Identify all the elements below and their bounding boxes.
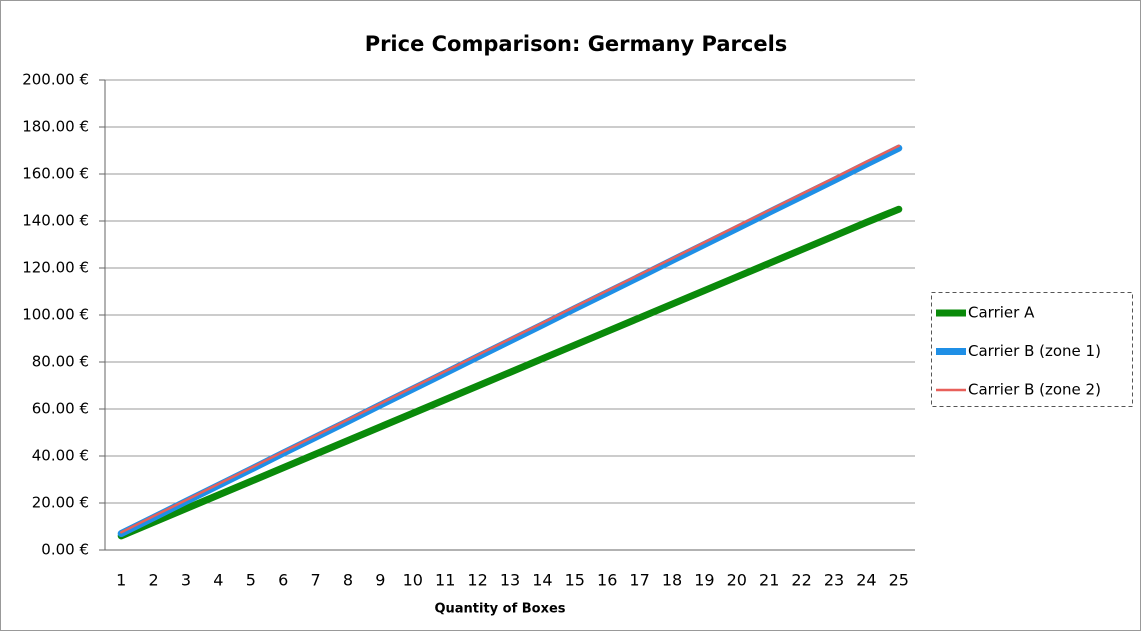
- legend-label: Carrier B (zone 1): [968, 342, 1101, 360]
- x-tick-label: 15: [565, 571, 585, 590]
- y-tick-label: 180.00 €: [22, 118, 89, 136]
- x-tick-label: 5: [246, 571, 256, 590]
- x-tick-label: 13: [500, 571, 520, 590]
- x-tick-label: 25: [889, 571, 909, 590]
- x-axis-title: Quantity of Boxes: [434, 602, 565, 617]
- x-tick-label: 3: [181, 571, 191, 590]
- x-tick-label: 14: [532, 571, 552, 590]
- chart: Price Comparison: Germany Parcels Quanti…: [0, 0, 1141, 631]
- y-tick-label: 40.00 €: [32, 447, 89, 465]
- y-tick-label: 100.00 €: [22, 306, 89, 324]
- y-tick-label: 80.00 €: [32, 353, 89, 371]
- x-tick-label: 24: [856, 571, 876, 590]
- x-tick-label: 19: [694, 571, 714, 590]
- x-tick-label: 21: [759, 571, 779, 590]
- x-tick-label: 7: [311, 571, 321, 590]
- x-tick-label: 22: [791, 571, 811, 590]
- x-tick-label: 1: [116, 571, 126, 590]
- chart-title: Price Comparison: Germany Parcels: [365, 32, 788, 56]
- y-tick-label: 200.00 €: [22, 71, 89, 89]
- x-tick-label: 8: [343, 571, 353, 590]
- x-tick-label: 2: [149, 571, 159, 590]
- x-tick-label: 20: [727, 571, 747, 590]
- x-tick-label: 12: [467, 571, 487, 590]
- y-tick-label: 0.00 €: [41, 541, 89, 559]
- x-tick-label: 9: [375, 571, 385, 590]
- y-tick-label: 20.00 €: [32, 494, 89, 512]
- y-tick-label: 60.00 €: [32, 400, 89, 418]
- y-tick-label: 160.00 €: [22, 165, 89, 183]
- x-tick-label: 11: [435, 571, 455, 590]
- y-tick-label: 140.00 €: [22, 212, 89, 230]
- x-tick-label: 6: [278, 571, 288, 590]
- x-tick-label: 23: [824, 571, 844, 590]
- x-tick-label: 10: [403, 571, 423, 590]
- x-tick-label: 17: [629, 571, 649, 590]
- legend-label: Carrier A: [968, 304, 1035, 322]
- x-tick-label: 18: [662, 571, 682, 590]
- x-tick-label: 16: [597, 571, 617, 590]
- legend-label: Carrier B (zone 2): [968, 381, 1101, 399]
- x-tick-label: 4: [213, 571, 223, 590]
- y-tick-label: 120.00 €: [22, 259, 89, 277]
